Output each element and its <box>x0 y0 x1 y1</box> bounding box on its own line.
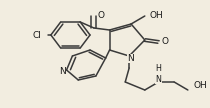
Text: O: O <box>161 37 169 47</box>
Text: OH: OH <box>194 82 207 91</box>
Text: Cl: Cl <box>32 30 41 40</box>
Text: N: N <box>127 54 134 63</box>
Text: O: O <box>97 11 104 21</box>
Text: H
N: H N <box>156 64 161 84</box>
Text: OH: OH <box>150 11 164 20</box>
Text: N: N <box>59 67 66 76</box>
